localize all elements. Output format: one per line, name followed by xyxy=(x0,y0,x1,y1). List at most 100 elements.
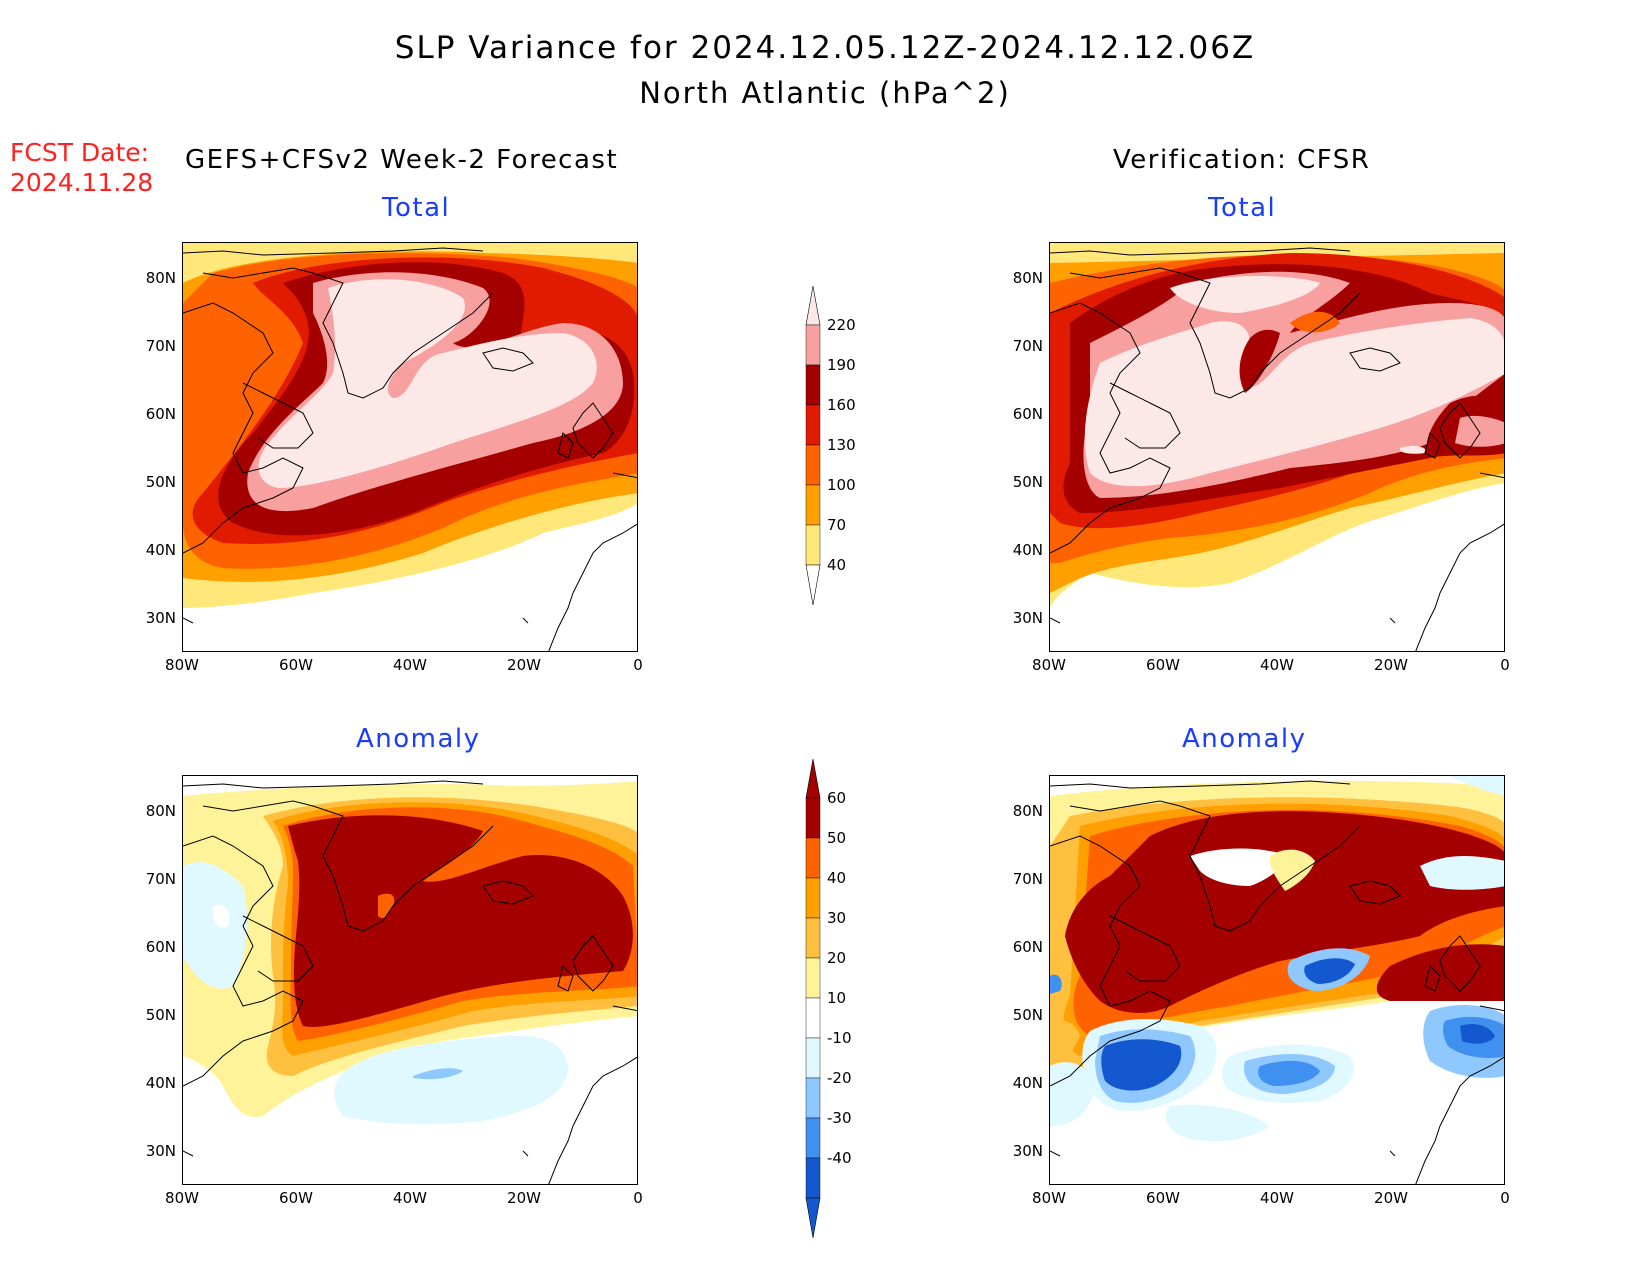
lat-tick-label: 30N xyxy=(1012,1142,1043,1160)
lon-tick-label: 60W xyxy=(279,1189,313,1207)
anomaly-colorbar: 60 50 40 30 20 10 -10 -20 -30 -40 xyxy=(805,758,852,1244)
lat-tick-label: 70N xyxy=(1012,870,1043,888)
colorbar-segment xyxy=(805,364,821,406)
lat-tick-label: 50N xyxy=(145,473,176,491)
verification-anomaly-map xyxy=(1049,775,1505,1185)
lon-tick-label: 80W xyxy=(165,1189,199,1207)
fcst-label: FCST Date: xyxy=(10,138,150,167)
lon-tick-label: 60W xyxy=(1146,1189,1180,1207)
colorbar-segment xyxy=(805,444,821,486)
colorbar-level-label: 10 xyxy=(827,989,847,1007)
colorbar-level-label: 100 xyxy=(827,476,856,494)
lon-tick-label: 0 xyxy=(633,1189,643,1207)
verification-total-title: Total xyxy=(1208,193,1277,223)
colorbar-segment xyxy=(805,1117,821,1159)
lat-tick-label: 70N xyxy=(1012,337,1043,355)
main-subtitle: North Atlantic (hPa^2) xyxy=(639,76,1011,110)
lat-tick-label: 80N xyxy=(145,802,176,820)
lon-tick-label: 80W xyxy=(1032,1189,1066,1207)
forecast-anomaly-title: Anomaly xyxy=(356,724,481,754)
lat-tick-label: 50N xyxy=(145,1006,176,1024)
lat-tick-label: 80N xyxy=(145,269,176,287)
colorbar-segment xyxy=(805,1157,821,1199)
colorbar-segment xyxy=(805,484,821,526)
colorbar-level-label: 20 xyxy=(827,949,847,967)
lon-tick-label: 60W xyxy=(1146,656,1180,674)
colorbar-graphic xyxy=(805,285,821,606)
colorbar-segment xyxy=(805,957,821,999)
colorbar-level-label: -20 xyxy=(827,1069,852,1087)
colorbar-level-label: 30 xyxy=(827,909,847,927)
lon-tick-label: 40W xyxy=(393,656,427,674)
lat-tick-label: 80N xyxy=(1012,269,1043,287)
forecast-anomaly-map xyxy=(182,775,638,1185)
colorbar-level-label: 40 xyxy=(827,869,847,887)
colorbar-segment xyxy=(805,524,821,566)
lat-tick-label: 40N xyxy=(1012,1074,1043,1092)
colorbar-segment xyxy=(805,917,821,959)
lon-tick-label: 0 xyxy=(1500,1189,1510,1207)
forecast-total-map xyxy=(182,242,638,652)
lon-tick-label: 60W xyxy=(279,656,313,674)
colorbar-level-label: 40 xyxy=(827,556,847,574)
lat-tick-label: 30N xyxy=(1012,609,1043,627)
verification-anomaly-title: Anomaly xyxy=(1182,724,1307,754)
colorbar-level-label: -30 xyxy=(827,1109,852,1127)
lat-tick-label: 50N xyxy=(1012,473,1043,491)
lat-tick-label: 30N xyxy=(145,609,176,627)
lon-tick-label: 80W xyxy=(1032,656,1066,674)
lon-tick-label: 0 xyxy=(1500,656,1510,674)
lat-tick-label: 60N xyxy=(145,405,176,423)
lat-tick-label: 40N xyxy=(145,1074,176,1092)
total-colorbar: 220 190 160 130 100 70 40 xyxy=(805,285,856,611)
colorbar-segment xyxy=(805,837,821,879)
colorbar-segment xyxy=(805,1037,821,1079)
lon-tick-label: 20W xyxy=(1374,656,1408,674)
colorbar-top-arrow xyxy=(805,758,821,799)
lon-tick-label: 40W xyxy=(1260,656,1294,674)
colorbar-level-label: -10 xyxy=(827,1029,852,1047)
lon-tick-label: 80W xyxy=(165,656,199,674)
colorbar-bottom-arrow xyxy=(805,1197,821,1239)
lon-tick-label: 20W xyxy=(507,656,541,674)
colorbar-segment xyxy=(805,404,821,446)
colorbar-segment xyxy=(805,877,821,919)
colorbar-bottom-arrow xyxy=(805,564,821,606)
colorbar-level-label: 60 xyxy=(827,789,847,807)
colorbar-level-label: 130 xyxy=(827,436,856,454)
lat-tick-label: 70N xyxy=(145,870,176,888)
colorbar-level-label: 220 xyxy=(827,316,856,334)
lat-tick-label: 40N xyxy=(145,541,176,559)
lat-tick-label: 40N xyxy=(1012,541,1043,559)
colorbar-level-label: 160 xyxy=(827,396,856,414)
lat-tick-label: 60N xyxy=(145,938,176,956)
main-title: SLP Variance for 2024.12.05.12Z-2024.12.… xyxy=(394,30,1256,66)
lon-tick-label: 0 xyxy=(633,656,643,674)
lon-tick-label: 20W xyxy=(1374,1189,1408,1207)
colorbar-segment xyxy=(805,997,821,1039)
colorbar-level-label: -40 xyxy=(827,1149,852,1167)
lat-tick-label: 50N xyxy=(1012,1006,1043,1024)
forecast-column-title: GEFS+CFSv2 Week-2 Forecast xyxy=(185,145,619,175)
lat-tick-label: 30N xyxy=(145,1142,176,1160)
colorbar-segment xyxy=(805,324,821,366)
lon-tick-label: 20W xyxy=(507,1189,541,1207)
colorbar-segment xyxy=(805,1077,821,1119)
verification-total-map xyxy=(1049,242,1505,652)
lat-tick-label: 70N xyxy=(145,337,176,355)
verification-column-title: Verification: CFSR xyxy=(1113,145,1371,175)
lon-tick-label: 40W xyxy=(393,1189,427,1207)
lat-tick-label: 80N xyxy=(1012,802,1043,820)
lon-tick-label: 40W xyxy=(1260,1189,1294,1207)
colorbar-level-label: 70 xyxy=(827,516,847,534)
lat-tick-label: 60N xyxy=(1012,405,1043,423)
fcst-date: 2024.11.28 xyxy=(10,168,154,197)
colorbar-segment xyxy=(805,797,821,839)
colorbar-level-label: 50 xyxy=(827,829,847,847)
colorbar-top-arrow xyxy=(805,285,821,326)
colorbar-level-label: 190 xyxy=(827,356,856,374)
forecast-total-title: Total xyxy=(382,193,451,223)
colorbar-graphic xyxy=(805,758,821,1239)
lat-tick-label: 60N xyxy=(1012,938,1043,956)
forecast-date-label: FCST Date: 2024.11.28 xyxy=(10,138,153,198)
